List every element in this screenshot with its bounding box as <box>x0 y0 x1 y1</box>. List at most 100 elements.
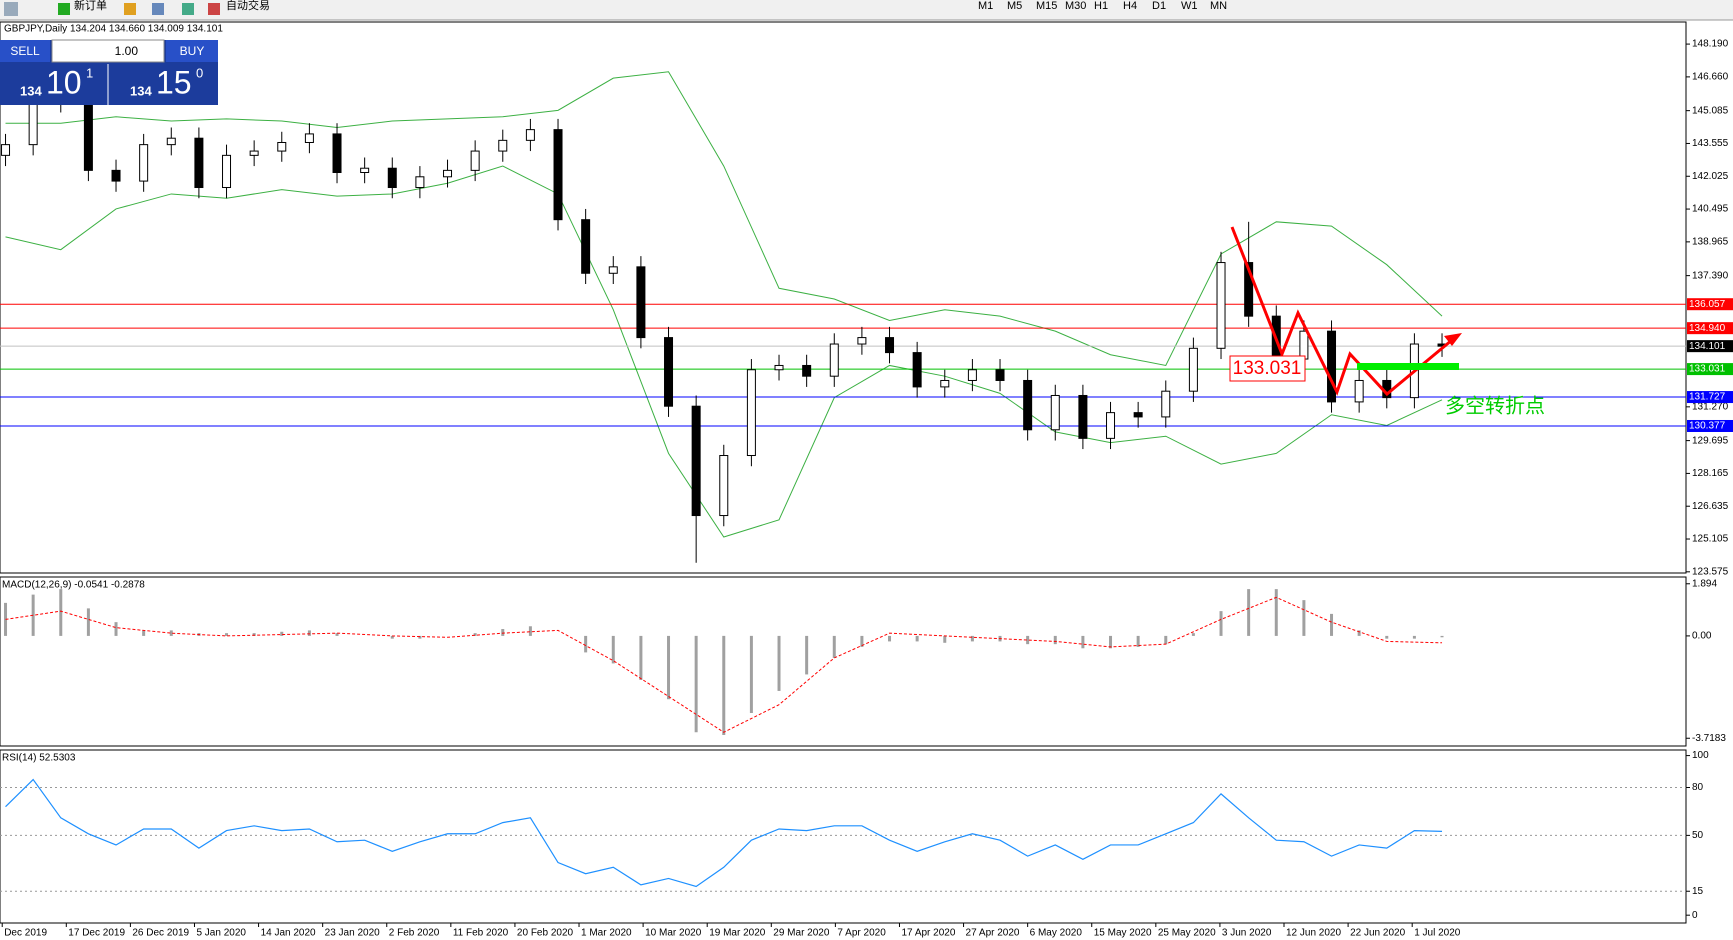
buy-pips[interactable]: 15 <box>156 64 192 100</box>
new-order-icon[interactable] <box>58 3 70 15</box>
auto-trade-icon[interactable] <box>208 3 220 15</box>
candle-body <box>1188 347 1198 392</box>
timeframe-button[interactable]: H4 <box>1123 0 1137 12</box>
candle-body <box>498 139 508 152</box>
x-tick-label: 23 Jan 2020 <box>325 928 380 939</box>
macd-frame <box>0 576 1687 747</box>
sell-label[interactable]: SELL <box>10 44 40 58</box>
toolbar-icon[interactable] <box>152 3 164 15</box>
y-tick-label: 0 <box>1692 910 1698 921</box>
y-tick-label: 123.575 <box>1692 566 1729 577</box>
candle-body <box>1216 262 1226 349</box>
candle-body <box>1161 390 1171 418</box>
sell-button[interactable] <box>0 40 50 62</box>
sell-point[interactable]: 1 <box>86 65 93 80</box>
timeframe-button[interactable]: M5 <box>1007 0 1022 12</box>
y-tick-label: 145.085 <box>1692 105 1729 116</box>
price-label-bg <box>1687 419 1733 432</box>
x-tick-label: 25 May 2020 <box>1158 928 1216 939</box>
price-label: 133.031 <box>1689 364 1726 375</box>
candle-body <box>636 266 646 339</box>
candle-body <box>360 167 370 174</box>
price-label: 136.057 <box>1689 299 1726 310</box>
candle-body <box>277 141 287 152</box>
x-tick-label: 1 Jul 2020 <box>1414 928 1461 939</box>
timeframe-button[interactable]: M30 <box>1065 0 1086 12</box>
timeframe-button[interactable]: H1 <box>1094 0 1108 12</box>
candle-body <box>940 379 950 388</box>
price-label: 134.101 <box>1689 341 1726 352</box>
new-order-button[interactable]: 新订单 <box>74 0 107 12</box>
candle-body <box>139 144 149 182</box>
toolbar-icon[interactable] <box>4 2 18 16</box>
y-tick-label: 50 <box>1692 830 1704 841</box>
x-tick-label: 26 Dec 2019 <box>132 928 189 939</box>
plots: 148.190 146.660 145.085 143.555 142.025 140.4… <box>0 39 1733 939</box>
price-label-bg <box>1687 298 1733 311</box>
candle-body <box>746 369 756 457</box>
candle-body <box>470 150 480 171</box>
candle-body <box>387 167 397 189</box>
price-label: 134.940 <box>1689 323 1726 334</box>
timeframe-button[interactable]: W1 <box>1181 0 1198 12</box>
candle-body <box>608 266 618 274</box>
x-tick-label: 6 May 2020 <box>1030 928 1083 939</box>
sell-pips[interactable]: 10 <box>46 64 82 100</box>
auto-trade-button[interactable]: 自动交易 <box>226 0 270 12</box>
arrow-head <box>1444 333 1462 346</box>
x-tick-label: 11 Feb 2020 <box>453 928 509 939</box>
candle-body <box>304 133 314 143</box>
candle-body <box>222 154 232 189</box>
rsi-frame <box>0 749 1687 924</box>
x-tick-label: 17 Apr 2020 <box>901 928 955 939</box>
buy-button[interactable] <box>166 40 218 62</box>
candle-body <box>525 129 535 141</box>
chart-title: GBPJPY,Daily 134.204 134.660 134.009 134… <box>4 24 223 35</box>
buy-label[interactable]: BUY <box>180 44 205 58</box>
timeframe-button[interactable]: MN <box>1210 0 1227 12</box>
timeframe-button[interactable]: M15 <box>1036 0 1057 12</box>
x-tick-label: 5 Jan 2020 <box>196 928 246 939</box>
toolbar-icon[interactable] <box>182 3 194 15</box>
candle-body <box>719 455 729 517</box>
buy-point[interactable]: 0 <box>196 65 203 80</box>
x-tick-label: 27 Apr 2020 <box>966 928 1020 939</box>
x-tick-label: Dec 2019 <box>4 928 47 939</box>
macd-signal <box>5 596 1443 733</box>
y-tick-label: 131.270 <box>1692 401 1729 412</box>
y-tick-label: 100 <box>1692 750 1709 761</box>
price-label-bg <box>1687 340 1733 353</box>
sell-big[interactable]: 134 <box>20 83 42 98</box>
rsi-title: RSI(14) 52.5303 <box>2 753 76 764</box>
candle-body <box>912 352 922 388</box>
lot-input[interactable] <box>51 39 165 63</box>
timeframe-button[interactable]: M1 <box>978 0 993 12</box>
timeframe-button[interactable]: D1 <box>1152 0 1166 12</box>
toolbar-icon[interactable] <box>124 3 136 15</box>
one-click-panel: SELL 1.00 BUY 134 10 1 134 15 0 <box>0 39 218 105</box>
price-label-bg <box>1687 363 1733 376</box>
candle-body <box>1050 394 1060 431</box>
candle-body <box>1 144 11 156</box>
y-tick-label: 148.190 <box>1692 39 1729 50</box>
candle-body <box>1299 330 1309 360</box>
upper-band <box>5 71 1443 367</box>
lower-band <box>5 165 1443 538</box>
y-tick-label: 1.894 <box>1692 578 1717 589</box>
candle-body <box>1244 262 1254 317</box>
candle-body <box>553 129 563 221</box>
toolbar <box>0 0 1733 20</box>
lot-value[interactable]: 1.00 <box>115 44 139 58</box>
x-tick-label: 17 Dec 2019 <box>68 928 125 939</box>
candle-body <box>415 176 425 189</box>
candle-body <box>1106 412 1116 439</box>
candle-body <box>111 169 121 182</box>
buy-big[interactable]: 134 <box>130 83 152 98</box>
y-tick-label: 142.025 <box>1692 171 1729 182</box>
y-tick-label: 138.965 <box>1692 237 1729 248</box>
x-tick-label: 19 Mar 2020 <box>709 928 766 939</box>
candle-body <box>664 337 674 407</box>
annotation-text: 多空转折点 <box>1445 394 1545 417</box>
candle-body <box>802 364 812 377</box>
x-tick-label: 1 Mar 2020 <box>581 928 632 939</box>
